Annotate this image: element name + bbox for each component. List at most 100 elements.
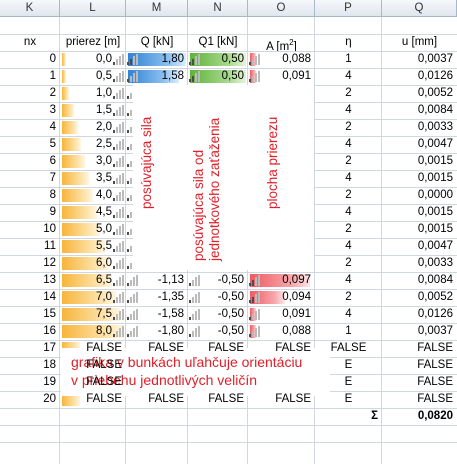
eta-cell[interactable]: 1 <box>315 51 382 68</box>
u-cell[interactable]: 0,0015 <box>382 204 457 221</box>
area-cell[interactable]: 0,091 <box>248 306 315 323</box>
q-cell[interactable]: -1,13 <box>126 272 188 289</box>
prierez-cell[interactable]: 2,0 <box>60 119 126 136</box>
u-cell[interactable]: 0,0126 <box>382 306 457 323</box>
prierez-cell[interactable]: 5,5 <box>60 238 126 255</box>
eta-cell[interactable]: 2 <box>315 153 382 170</box>
annotation-textbox-labels[interactable]: posúvajúca sila posúvajúca sila od jednotk… <box>133 85 314 270</box>
row-index-cell[interactable]: 16 <box>0 323 60 340</box>
q1-cell[interactable]: -0,50 <box>188 323 248 340</box>
annotation-textbox-note[interactable]: grafika v bunkách uľahčuje orientáciu v p… <box>61 348 330 396</box>
eta-cell[interactable]: 1 <box>315 323 382 340</box>
u-cell[interactable]: 0,0015 <box>382 153 457 170</box>
prierez-cell[interactable]: 1,0 <box>60 85 126 102</box>
row-index-cell[interactable]: 2 <box>0 85 60 102</box>
row-index-cell[interactable]: 19 <box>0 374 60 391</box>
u-cell[interactable]: FALSE <box>382 374 457 391</box>
u-cell[interactable]: FALSE <box>382 357 457 374</box>
eta-cell[interactable]: E <box>315 357 382 374</box>
q-cell[interactable]: FALSE <box>126 340 188 357</box>
u-cell[interactable]: 0,0033 <box>382 119 457 136</box>
prierez-cell[interactable]: 1,5 <box>60 102 126 119</box>
q1-cell[interactable]: FALSE <box>188 340 248 357</box>
q1-cell[interactable]: 0,50 <box>188 68 248 85</box>
u-cell[interactable]: 0,0015 <box>382 170 457 187</box>
eta-cell[interactable]: 4 <box>315 136 382 153</box>
row-index-cell[interactable]: 0 <box>0 51 60 68</box>
u-cell[interactable]: FALSE <box>382 391 457 408</box>
u-cell[interactable]: 0,0126 <box>382 68 457 85</box>
eta-cell[interactable]: 2 <box>315 187 382 204</box>
area-cell[interactable]: FALSE <box>248 391 315 408</box>
area-cell[interactable]: 0,088 <box>248 51 315 68</box>
q1-cell[interactable]: 0,50 <box>188 51 248 68</box>
row-index-cell[interactable]: 14 <box>0 289 60 306</box>
u-cell[interactable]: 0,0047 <box>382 136 457 153</box>
column-header-p[interactable]: P <box>315 0 382 17</box>
eta-cell[interactable]: 4 <box>315 170 382 187</box>
u-cell[interactable]: 0,0047 <box>382 238 457 255</box>
prierez-cell[interactable]: 7,0 <box>60 289 126 306</box>
area-cell[interactable]: 0,097 <box>248 272 315 289</box>
prierez-cell[interactable]: 2,5 <box>60 136 126 153</box>
q-cell[interactable]: 1,80 <box>126 51 188 68</box>
prierez-cell[interactable]: FALSE <box>60 391 126 408</box>
column-header-n[interactable]: N <box>188 0 248 17</box>
q-cell[interactable]: FALSE <box>126 391 188 408</box>
sum-value-cell[interactable]: 0,0820 <box>382 408 457 425</box>
eta-cell[interactable]: 4 <box>315 272 382 289</box>
eta-cell[interactable]: 4 <box>315 306 382 323</box>
prierez-cell[interactable]: 7,5 <box>60 306 126 323</box>
row-index-cell[interactable]: 5 <box>0 136 60 153</box>
u-cell[interactable]: FALSE <box>382 340 457 357</box>
q-cell[interactable]: -1,35 <box>126 289 188 306</box>
q-cell[interactable]: -1,80 <box>126 323 188 340</box>
row-index-cell[interactable]: 11 <box>0 238 60 255</box>
column-header-l[interactable]: L <box>60 0 126 17</box>
row-index-cell[interactable]: 4 <box>0 119 60 136</box>
u-cell[interactable]: 0,0084 <box>382 102 457 119</box>
u-cell[interactable]: 0,0052 <box>382 85 457 102</box>
q1-cell[interactable]: -0,50 <box>188 272 248 289</box>
column-header-k[interactable]: K <box>0 0 60 17</box>
row-index-cell[interactable]: 6 <box>0 153 60 170</box>
eta-cell[interactable]: 2 <box>315 289 382 306</box>
eta-cell[interactable]: 2 <box>315 119 382 136</box>
row-index-cell[interactable]: 8 <box>0 187 60 204</box>
row-index-cell[interactable]: 7 <box>0 170 60 187</box>
u-cell[interactable]: 0,0000 <box>382 187 457 204</box>
row-index-cell[interactable]: 15 <box>0 306 60 323</box>
eta-cell[interactable]: 4 <box>315 238 382 255</box>
eta-cell[interactable]: E <box>315 374 382 391</box>
row-index-cell[interactable]: 3 <box>0 102 60 119</box>
prierez-cell[interactable]: 6,5 <box>60 272 126 289</box>
q1-cell[interactable]: -0,50 <box>188 289 248 306</box>
eta-cell[interactable]: E <box>315 391 382 408</box>
area-cell[interactable]: 0,091 <box>248 68 315 85</box>
prierez-cell[interactable]: 4,5 <box>60 204 126 221</box>
prierez-cell[interactable]: 8,0 <box>60 323 126 340</box>
q-cell[interactable]: 1,58 <box>126 68 188 85</box>
row-index-cell[interactable]: 13 <box>0 272 60 289</box>
row-index-cell[interactable]: 17 <box>0 340 60 357</box>
u-cell[interactable]: 0,0084 <box>382 272 457 289</box>
area-cell[interactable]: FALSE <box>248 340 315 357</box>
u-cell[interactable]: 0,0037 <box>382 323 457 340</box>
q1-cell[interactable]: -0,50 <box>188 306 248 323</box>
prierez-cell[interactable]: 3,5 <box>60 170 126 187</box>
eta-cell[interactable]: 2 <box>315 255 382 272</box>
prierez-cell[interactable]: 4,0 <box>60 187 126 204</box>
eta-cell[interactable]: 4 <box>315 204 382 221</box>
row-index-cell[interactable]: 18 <box>0 357 60 374</box>
prierez-cell[interactable]: 5,0 <box>60 221 126 238</box>
eta-cell[interactable]: 4 <box>315 102 382 119</box>
row-index-cell[interactable]: 12 <box>0 255 60 272</box>
row-index-cell[interactable]: 10 <box>0 221 60 238</box>
area-cell[interactable]: 0,088 <box>248 323 315 340</box>
prierez-cell[interactable]: 3,0 <box>60 153 126 170</box>
prierez-cell[interactable]: 0,0 <box>60 51 126 68</box>
u-cell[interactable]: 0,0037 <box>382 51 457 68</box>
prierez-cell[interactable]: 6,0 <box>60 255 126 272</box>
row-index-cell[interactable]: 1 <box>0 68 60 85</box>
